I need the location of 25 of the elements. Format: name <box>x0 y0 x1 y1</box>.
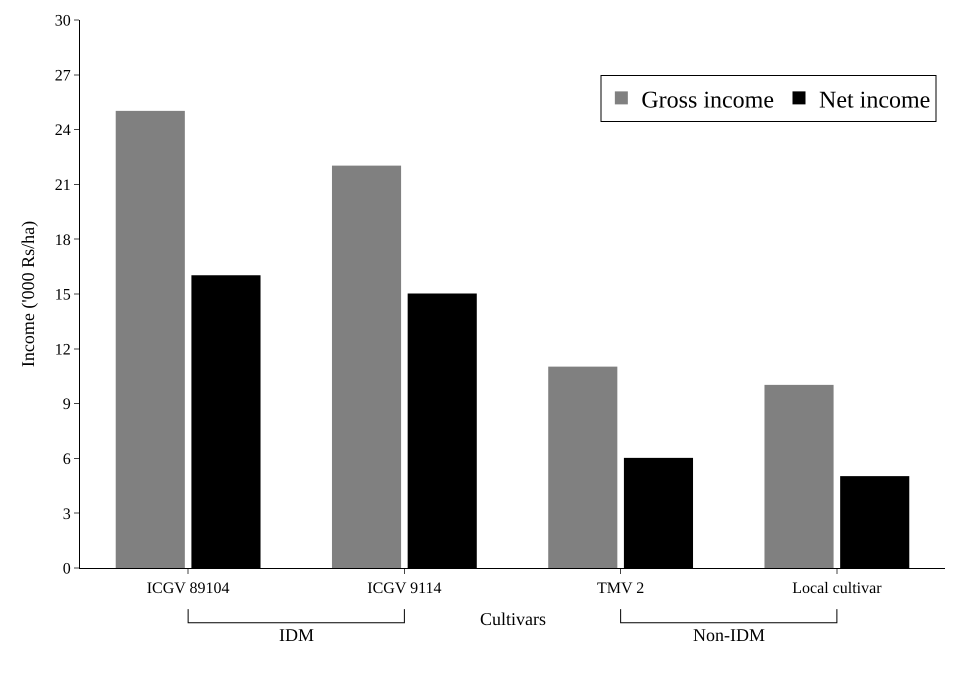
y-tick-label: 12 <box>54 341 71 358</box>
x-tick-label: ICGV 89104 <box>146 580 230 598</box>
y-tick-label: 27 <box>54 67 71 84</box>
text: IDM <box>279 625 314 645</box>
y-tick-label: 15 <box>54 286 71 304</box>
bar <box>332 166 402 568</box>
x-tick-label: TMV 2 <box>596 580 644 598</box>
y-tick-label: 30 <box>54 12 71 30</box>
y-tick-label: 9 <box>62 396 71 414</box>
y-tick-label: 18 <box>54 232 71 249</box>
y-axis-title: Income ('000 Rs/ha) <box>18 220 38 368</box>
bar <box>548 366 618 568</box>
legend-label: Net income <box>819 87 930 114</box>
x-axis-title: Cultivars <box>480 609 546 629</box>
x-tick-label: ICGV 9114 <box>367 580 442 598</box>
y-tick-label: 21 <box>54 177 71 194</box>
y-tick-label: 6 <box>62 451 71 468</box>
y-tick-label: 24 <box>54 122 71 140</box>
y-tick-label: 0 <box>62 560 71 578</box>
text: Non-IDM <box>693 625 765 645</box>
bar <box>764 384 834 568</box>
y-tick-label: 3 <box>62 506 71 523</box>
bar <box>116 110 185 568</box>
legend-label: Gross income <box>641 87 774 114</box>
x-tick-label: Local cultivar <box>792 580 882 598</box>
